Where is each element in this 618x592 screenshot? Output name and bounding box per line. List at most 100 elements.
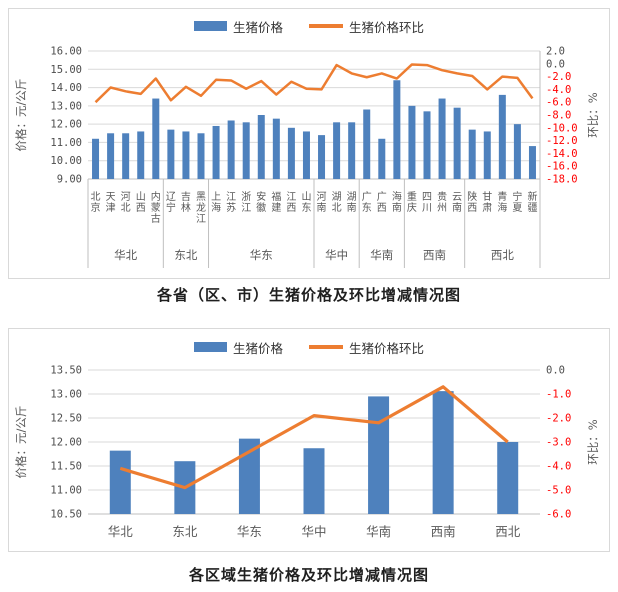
y2-axis-title: 环比：% xyxy=(586,419,600,464)
x-label-四川: 四川 xyxy=(422,192,432,214)
y2-axis-tick-label: -2.0 xyxy=(546,71,571,83)
y2-axis-tick-label: -8.0 xyxy=(546,110,571,122)
bar-series-swatch xyxy=(193,342,227,352)
bar-湖北 xyxy=(333,122,341,179)
legend-item-mom: 生猪价格环比 xyxy=(309,17,424,36)
bar-陕西 xyxy=(468,129,476,179)
y2-axis-tick-label: -4.0 xyxy=(546,461,571,473)
x-label-青海: 青海 xyxy=(497,190,507,214)
y2-axis-tick-label: -1.0 xyxy=(546,389,571,401)
province-plot-area: 16.00 15.00 14.00 13.00 12.00 11.00 10.00 9.00 2… xyxy=(14,46,600,268)
y-axis-title: 价格：元/公斤 xyxy=(14,79,28,152)
bar-华中 xyxy=(303,448,325,514)
y2-axis-tick-label: -2.0 xyxy=(546,413,571,425)
bar-series-swatch xyxy=(193,21,227,31)
y-axis-tick-label: 10.50 xyxy=(50,509,82,521)
x-label-山东: 山东 xyxy=(301,191,311,214)
y2-axis-tick-label: 0.0 xyxy=(546,58,565,70)
region-group-label-华南: 华南 xyxy=(370,248,393,262)
y2-axis-tick-label: -10.0 xyxy=(546,122,578,134)
bar-新疆 xyxy=(528,146,536,179)
x-label-海南: 海南 xyxy=(392,190,402,214)
x-label-吉林: 吉林 xyxy=(181,191,191,214)
x-label-山西: 山西 xyxy=(136,191,146,214)
x-label-云南: 云南 xyxy=(452,192,462,214)
x-label-江苏: 江苏 xyxy=(226,191,236,214)
legend-label-mom: 生猪价格环比 xyxy=(349,340,425,356)
x-label-贵州: 贵州 xyxy=(437,190,447,214)
y-axis-tick-label: 16.00 xyxy=(50,46,82,58)
bar-西南 xyxy=(432,391,454,514)
region-group-label-华中: 华中 xyxy=(325,248,348,262)
region-price-chart: 13.50 13.00 12.50 12.00 11.50 11.00 10.50 0.0 -1… xyxy=(8,328,610,552)
y2-axis-tick-label: -14.0 xyxy=(546,148,578,160)
x-label-浙江: 浙江 xyxy=(241,191,251,214)
bar-辽宁 xyxy=(167,129,175,179)
legend-item-price: 生猪价格 xyxy=(193,17,283,36)
bar-湖南 xyxy=(348,122,356,179)
bar-江苏 xyxy=(227,120,235,179)
y-axis-tick-label: 10.00 xyxy=(50,155,82,167)
x-label-江西: 江西 xyxy=(286,191,296,214)
bar-山西 xyxy=(137,131,145,179)
x-label-福建: 福建 xyxy=(271,190,281,214)
region-group-label-华北: 华北 xyxy=(114,248,137,262)
y-axis-tick-label: 13.00 xyxy=(50,100,82,112)
legend-label-mom: 生猪价格环比 xyxy=(349,19,425,35)
x-label-宁夏: 宁夏 xyxy=(512,190,522,214)
region-group-label-西北: 西北 xyxy=(491,248,514,262)
y2-axis-title: 环比：% xyxy=(586,92,600,137)
region-group-label-华东: 华东 xyxy=(250,248,273,262)
y2-axis-tick-label: -12.0 xyxy=(546,135,578,147)
x-label-华东: 华东 xyxy=(237,524,262,539)
x-label-广西: 广西 xyxy=(377,191,387,214)
x-label-重庆: 重庆 xyxy=(407,190,417,214)
y-axis-tick-label: 13.00 xyxy=(50,389,82,401)
x-label-华南: 华南 xyxy=(366,524,391,539)
y-axis-tick-label: 11.50 xyxy=(50,461,82,473)
bar-华东 xyxy=(238,438,260,514)
y2-axis-tick-label: -4.0 xyxy=(546,84,571,96)
bar-内蒙古 xyxy=(152,98,160,179)
bar-重庆 xyxy=(408,105,416,179)
bar-浙江 xyxy=(242,122,250,179)
bar-西北 xyxy=(497,442,519,514)
y-axis-tick-label: 9.00 xyxy=(57,174,82,186)
y2-axis-tick-label: -16.0 xyxy=(546,161,578,173)
x-label-北京: 北京 xyxy=(91,191,101,214)
x-label-辽宁: 辽宁 xyxy=(166,191,176,214)
legend: 生猪价格 生猪价格环比 xyxy=(9,338,609,356)
x-label-内蒙古: 内蒙古 xyxy=(151,190,161,225)
y-axis-tick-label: 12.50 xyxy=(50,413,82,425)
y-axis-tick-label: 11.00 xyxy=(50,137,82,149)
x-label-安徽: 安徽 xyxy=(256,190,266,214)
y2-axis-tick-label: -18.0 xyxy=(546,174,578,186)
province-chart-caption: 各省（区、市）生猪价格及环比增减情况图 xyxy=(156,286,461,304)
bar-安徽 xyxy=(257,115,265,179)
bar-云南 xyxy=(453,107,461,179)
y-axis-tick-label: 12.00 xyxy=(50,119,82,131)
mom-trend-line xyxy=(119,385,509,490)
y-axis-tick-label: 12.00 xyxy=(50,437,82,449)
x-label-西南: 西南 xyxy=(431,524,456,539)
bar-福建 xyxy=(272,118,280,179)
y2-axis-tick-label: -3.0 xyxy=(546,437,571,449)
bar-广东 xyxy=(363,109,371,179)
x-label-新疆: 新疆 xyxy=(527,190,537,214)
bar-河北 xyxy=(122,133,130,179)
bar-海南 xyxy=(393,80,401,179)
bar-河南 xyxy=(318,135,326,179)
y-axis-tick-label: 13.50 xyxy=(50,365,82,377)
bar-黑龙江 xyxy=(197,133,205,179)
bar-青海 xyxy=(498,94,506,179)
y2-axis-tick-label: -6.0 xyxy=(546,509,571,521)
bar-广西 xyxy=(378,138,386,179)
x-label-河南: 河南 xyxy=(317,191,327,214)
region-chart-caption: 各区域生猪价格及环比增减情况图 xyxy=(188,566,429,584)
x-label-东北: 东北 xyxy=(172,524,198,539)
x-label-甘肃: 甘肃 xyxy=(482,190,492,214)
x-label-陕西: 陕西 xyxy=(467,190,477,214)
bar-四川 xyxy=(423,111,431,179)
x-label-河北: 河北 xyxy=(121,191,131,214)
x-label-广东: 广东 xyxy=(362,191,372,214)
